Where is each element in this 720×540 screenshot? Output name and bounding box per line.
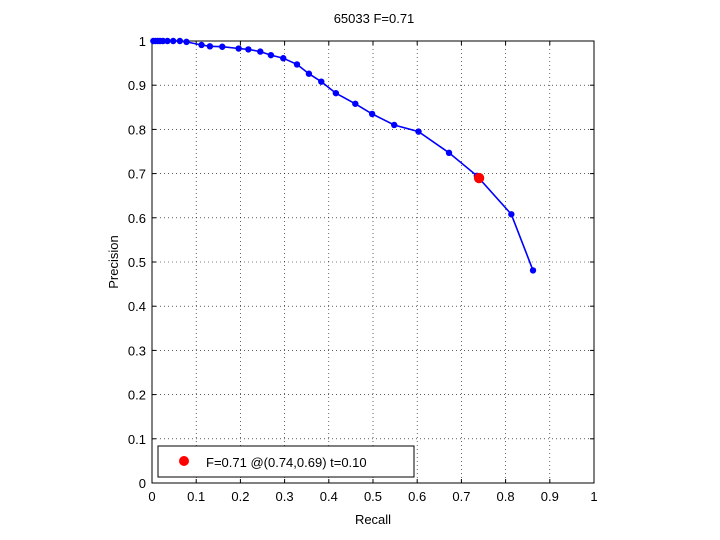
legend-label: F=0.71 @(0.74,0.69) t=0.10 bbox=[206, 455, 367, 470]
series-point bbox=[183, 38, 190, 46]
x-axis-label: Recall bbox=[355, 512, 391, 527]
series-point bbox=[267, 51, 275, 59]
series-point bbox=[198, 41, 205, 49]
series-point bbox=[391, 121, 398, 129]
y-tick-label: 0.3 bbox=[128, 343, 146, 358]
series-point bbox=[257, 48, 264, 55]
plot-frame bbox=[151, 40, 595, 484]
y-tick-label: 0 bbox=[139, 476, 146, 491]
legend: F=0.71 @(0.74,0.69) t=0.10 bbox=[157, 445, 415, 478]
x-tick-label: 0 bbox=[148, 489, 155, 504]
series-point bbox=[352, 100, 359, 107]
x-tick-label: 0.6 bbox=[408, 489, 426, 504]
y-tick-label: 0.7 bbox=[128, 167, 146, 182]
series-point bbox=[245, 46, 252, 53]
y-axis-label: Precision bbox=[106, 235, 121, 288]
series-point bbox=[206, 43, 214, 50]
y-tick-label: 0.6 bbox=[128, 211, 146, 226]
x-tick-label: 0.3 bbox=[276, 489, 294, 504]
legend-marker bbox=[179, 456, 189, 466]
x-tick-label: 0.8 bbox=[497, 489, 515, 504]
y-tick-label: 0.5 bbox=[128, 255, 146, 270]
series-point bbox=[415, 128, 422, 135]
series-point bbox=[159, 37, 167, 45]
series-point bbox=[445, 149, 453, 157]
x-tick-label: 0.9 bbox=[541, 489, 559, 504]
series-point bbox=[164, 37, 171, 45]
series-layer bbox=[150, 37, 537, 274]
series-point bbox=[529, 267, 537, 274]
legend-box bbox=[157, 445, 415, 478]
series-point bbox=[280, 55, 287, 62]
x-tick-label: 0.5 bbox=[364, 489, 382, 504]
series-point bbox=[318, 78, 325, 85]
x-tick-label: 0.1 bbox=[187, 489, 205, 504]
series-point bbox=[219, 43, 226, 50]
series-point bbox=[170, 37, 177, 45]
y-tick-labels: 0 0.1 0.2 0.3 0.4 0.5 0.6 0.7 0.8 0.9 1 bbox=[128, 34, 146, 491]
series-point bbox=[235, 45, 242, 52]
y-tick-label: 0.9 bbox=[128, 78, 146, 93]
y-tick-label: 1 bbox=[139, 34, 146, 49]
series-point bbox=[368, 110, 376, 118]
x-tick-label: 1 bbox=[590, 489, 597, 504]
x-tick-labels: 0 0.1 0.2 0.3 0.4 0.5 0.6 0.7 0.8 0.9 1 bbox=[148, 489, 597, 504]
y-tick-label: 0.2 bbox=[128, 388, 146, 403]
series-point bbox=[508, 211, 515, 218]
y-tick-label: 0.8 bbox=[128, 122, 146, 137]
y-tick-label: 0.4 bbox=[128, 299, 146, 314]
y-tick-label: 0.1 bbox=[128, 432, 146, 447]
best-f-point bbox=[473, 172, 485, 184]
series-point bbox=[293, 61, 301, 68]
x-tick-label: 0.7 bbox=[452, 489, 470, 504]
x-tick-label: 0.4 bbox=[320, 489, 338, 504]
chart-title: 65033 F=0.71 bbox=[334, 11, 415, 26]
series-point bbox=[332, 89, 340, 97]
series-point bbox=[305, 70, 313, 77]
x-tick-label: 0.2 bbox=[231, 489, 249, 504]
series-point bbox=[176, 37, 184, 45]
